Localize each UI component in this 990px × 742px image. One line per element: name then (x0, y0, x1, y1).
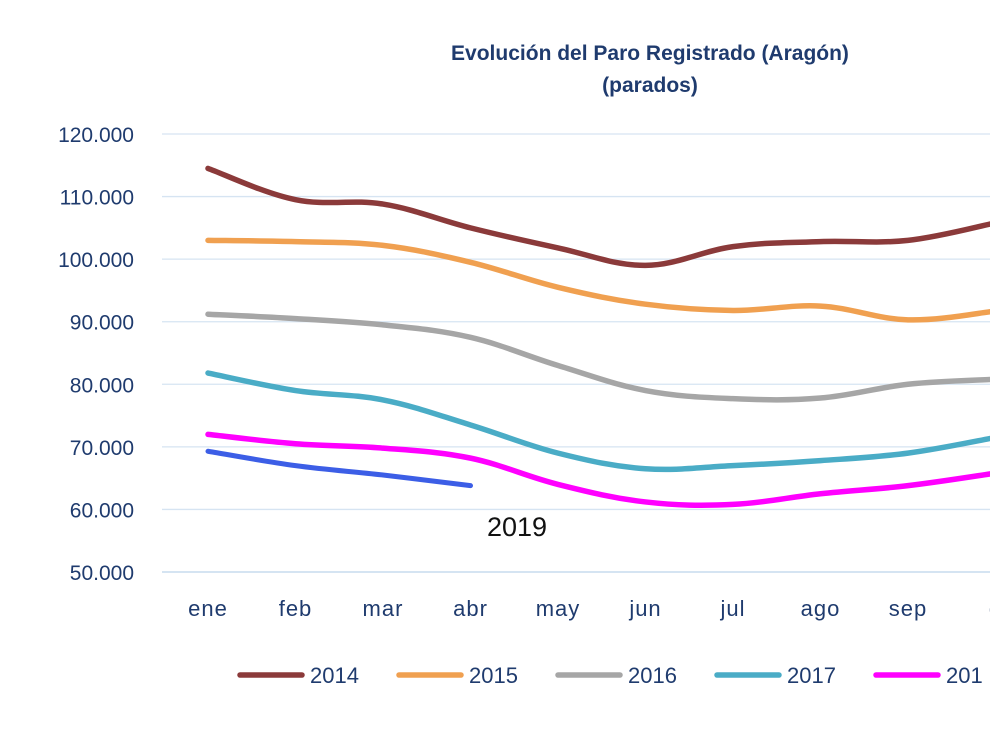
x-tick-label: ago (801, 596, 841, 621)
y-tick-label: 120.000 (58, 124, 134, 147)
x-tick-label: sep (889, 596, 927, 621)
chart-title-block: Evolución del Paro Registrado (Aragón) (… (300, 38, 990, 102)
y-tick-label: 90.000 (70, 312, 134, 335)
x-tick-label: jun (628, 596, 661, 621)
series-line-2016 (205, 311, 990, 403)
legend: 2014 2015 2016 2017 201 (237, 663, 983, 688)
y-tick-label: 70.000 (70, 437, 134, 460)
chart-title: Evolución del Paro Registrado (Aragón) (451, 42, 849, 65)
series-line-2019 (205, 448, 473, 489)
annotation-2019: 2019 (487, 512, 547, 542)
series-lines (205, 165, 990, 508)
y-axis-ticks: 120.000 110.000 100.000 90.000 80.000 70.000 6… (58, 124, 134, 585)
y-tick-label: 110.000 (60, 187, 134, 210)
y-tick-label: 80.000 (70, 374, 134, 397)
x-tick-label: jul (719, 596, 745, 621)
x-tick-label: feb (279, 596, 313, 621)
legend-label: 2014 (310, 663, 359, 688)
x-tick-label: ene (188, 596, 228, 621)
legend-label: 201 (946, 663, 983, 688)
x-axis-ticks: ene feb mar abr may jun jul ago sep o (188, 596, 990, 621)
y-tick-label: 60.000 (70, 499, 134, 522)
series-line-2018 (205, 431, 990, 508)
x-tick-label: o (989, 596, 990, 621)
x-tick-label: abr (453, 596, 488, 621)
legend-label: 2016 (628, 663, 677, 688)
series-line-2017 (205, 370, 990, 473)
x-tick-label: mar (363, 596, 404, 621)
chart-subtitle: (parados) (602, 74, 698, 97)
y-tick-label: 100.000 (58, 249, 134, 272)
gridlines (162, 133, 990, 573)
series-line-2015 (205, 237, 990, 323)
x-tick-label: may (536, 596, 581, 621)
series-line-2014 (205, 165, 990, 269)
annotations: 2019 (487, 512, 547, 542)
y-tick-label: 50.000 (70, 562, 134, 585)
legend-label: 2015 (469, 663, 518, 688)
legend-label: 2017 (787, 663, 836, 688)
